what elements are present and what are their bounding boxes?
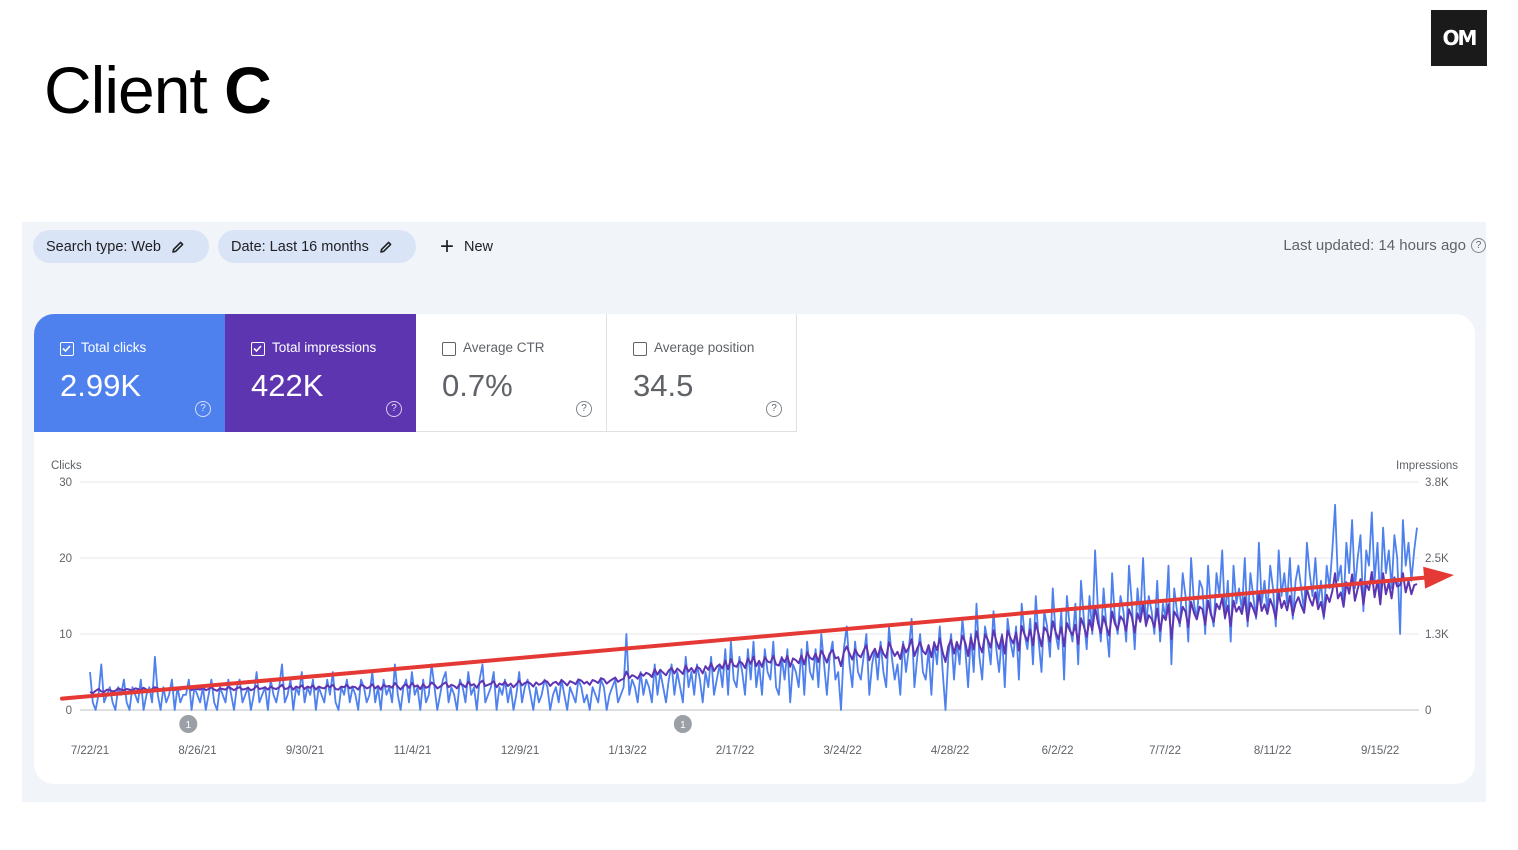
metric-average-position[interactable]: Average position 34.5 ? bbox=[607, 314, 797, 432]
x-tick-label: 1/13/22 bbox=[608, 745, 646, 757]
slide-title: Client C bbox=[44, 52, 272, 128]
x-tick-label: 4/28/22 bbox=[931, 745, 969, 757]
x-tick-label: 2/17/22 bbox=[716, 745, 754, 757]
metric-total-impressions[interactable]: Total impressions 422K ? bbox=[225, 314, 416, 432]
x-tick-label: 11/4/21 bbox=[394, 745, 432, 757]
x-tick-label: 7/7/22 bbox=[1149, 745, 1181, 757]
left-tick-label: 30 bbox=[59, 477, 72, 489]
checkbox-unchecked-icon[interactable] bbox=[633, 342, 647, 356]
pencil-icon bbox=[380, 241, 392, 253]
om-logo: OM bbox=[1431, 10, 1487, 66]
metric-label: Total clicks bbox=[81, 340, 147, 355]
x-tick-label: 12/9/21 bbox=[501, 745, 539, 757]
x-tick-label: 6/2/22 bbox=[1042, 745, 1074, 757]
right-tick-label: 0 bbox=[1425, 705, 1431, 717]
annotation-label: 1 bbox=[680, 720, 686, 731]
help-icon[interactable]: ? bbox=[386, 401, 402, 417]
trend-arrow-head bbox=[1423, 566, 1454, 589]
x-tick-label: 8/26/21 bbox=[178, 745, 216, 757]
date-filter-chip[interactable]: Date: Last 16 months bbox=[218, 230, 416, 263]
filter-bar: Search type: Web Date: Last 16 months + … bbox=[22, 222, 1486, 272]
x-tick-label: 9/30/21 bbox=[286, 745, 324, 757]
last-updated-text: Last updated: 14 hours ago bbox=[1283, 237, 1466, 254]
help-icon[interactable]: ? bbox=[195, 401, 211, 417]
date-filter-label: Date: Last 16 months bbox=[231, 238, 369, 255]
left-tick-label: 20 bbox=[59, 553, 72, 565]
annotation-marker bbox=[673, 715, 692, 733]
checkbox-checked-icon[interactable] bbox=[60, 342, 74, 356]
left-tick-label: 10 bbox=[59, 629, 72, 641]
help-icon[interactable]: ? bbox=[576, 401, 592, 417]
slide-title-client-letter: C bbox=[224, 53, 272, 127]
left-axis-title: Clicks bbox=[51, 460, 82, 472]
metric-label: Average CTR bbox=[463, 340, 545, 355]
right-tick-label: 3.8K bbox=[1425, 477, 1449, 489]
metric-label: Average position bbox=[654, 340, 755, 355]
new-filter-button[interactable]: + New bbox=[434, 230, 499, 263]
search-console-panel: Search type: Web Date: Last 16 months + … bbox=[22, 222, 1486, 802]
performance-chart: Clicks Impressions 0 10 20 30 0 1.3K 2.5K 3.8K 7/2… bbox=[51, 460, 1458, 757]
trend-arrow-line bbox=[60, 575, 1434, 701]
right-tick-label: 1.3K bbox=[1425, 629, 1449, 641]
new-filter-label: New bbox=[464, 238, 494, 255]
metric-value: 0.7% bbox=[442, 368, 513, 403]
right-axis-title: Impressions bbox=[1396, 460, 1458, 472]
right-tick-label: 2.5K bbox=[1425, 553, 1449, 565]
left-tick-label: 0 bbox=[66, 705, 72, 717]
metric-value: 34.5 bbox=[633, 368, 694, 403]
search-type-filter-label: Search type: Web bbox=[46, 238, 161, 255]
x-tick-label: 9/15/22 bbox=[1361, 745, 1399, 757]
checkbox-checked-icon[interactable] bbox=[251, 342, 265, 356]
pencil-icon bbox=[172, 241, 184, 253]
metric-label: Total impressions bbox=[272, 340, 377, 355]
metric-value: 422K bbox=[251, 368, 324, 403]
metric-average-ctr[interactable]: Average CTR 0.7% ? bbox=[416, 314, 607, 432]
last-updated-status: Last updated: 14 hours ago ? bbox=[1283, 237, 1486, 254]
x-tick-label: 3/24/22 bbox=[823, 745, 861, 757]
plus-icon: + bbox=[440, 232, 455, 260]
help-icon[interactable]: ? bbox=[766, 401, 782, 417]
series-line-impressions bbox=[89, 571, 1418, 695]
metric-value: 2.99K bbox=[60, 368, 142, 403]
x-tick-label: 7/22/21 bbox=[71, 745, 109, 757]
x-tick-label: 8/11/22 bbox=[1254, 745, 1292, 757]
annotation-label: 1 bbox=[186, 720, 192, 731]
checkbox-unchecked-icon[interactable] bbox=[442, 342, 456, 356]
help-icon[interactable]: ? bbox=[1471, 238, 1486, 253]
search-type-filter-chip[interactable]: Search type: Web bbox=[33, 230, 209, 263]
performance-card: Clicks Impressions 0 10 20 30 0 1.3K 2.5K 3.8K 7/2… bbox=[34, 314, 1475, 784]
metric-total-clicks[interactable]: Total clicks 2.99K ? bbox=[34, 314, 225, 432]
annotation-marker bbox=[179, 715, 198, 733]
series-line-clicks bbox=[89, 503, 1418, 711]
slide-title-main: Client bbox=[44, 53, 225, 127]
